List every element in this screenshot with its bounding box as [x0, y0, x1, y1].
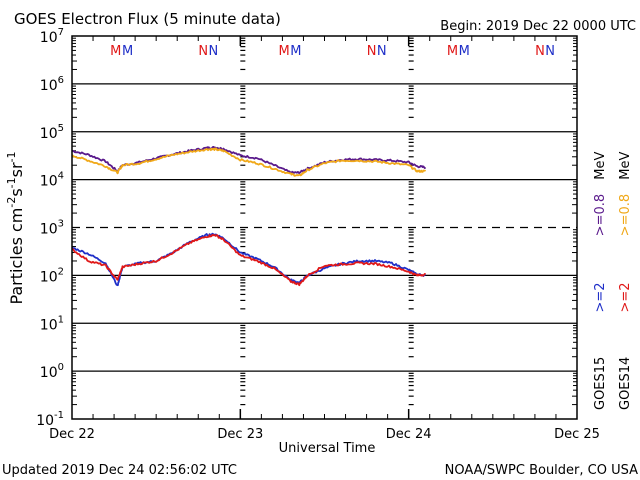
y-tick-base: 10	[40, 78, 58, 94]
y-tick-base: 10	[40, 126, 58, 142]
legend-goes14: GOES14 >=2 >=0.8 MeV	[618, 152, 633, 410]
y-tick-exp: 0	[58, 362, 64, 373]
series-line-goes14_ge08	[71, 147, 427, 177]
legend-goes15-sat: GOES15	[593, 357, 608, 410]
y-tick-exp: 1	[58, 314, 64, 325]
grid-lines	[72, 83, 577, 372]
y-label-sr: sr	[7, 162, 26, 177]
y-tick-label: 100	[40, 362, 64, 381]
satellite-marker: N	[377, 44, 387, 59]
y-tick-base: 10	[40, 30, 58, 46]
y-axis-label-text: Particles cm-2s-1sr-1	[5, 151, 26, 304]
plot-frame	[71, 35, 578, 420]
y-label-exp2: -1	[5, 177, 18, 188]
x-tick-label: Dec 24	[386, 427, 432, 442]
series-line-goes15_ge2	[71, 232, 427, 287]
satellite-marker: N	[198, 44, 208, 59]
y-tick-label: 104	[40, 171, 64, 190]
y-axis-label: Particles cm-2s-1sr-1	[5, 151, 26, 304]
x-tick-label: Dec 25	[554, 427, 600, 442]
legend-goes15-ge2: >=2	[593, 282, 608, 312]
y-tick-base: 10	[40, 317, 58, 333]
y-tick-base: 10	[36, 413, 54, 429]
y-tick-base: 10	[40, 269, 58, 285]
y-tick-exp: 5	[58, 123, 64, 134]
satellite-marker: N	[535, 44, 545, 59]
begin-time: Begin: 2019 Dec 22 0000 UTC	[440, 19, 636, 34]
chart-title: GOES Electron Flux (5 minute data)	[14, 10, 281, 28]
y-tick-base: 10	[40, 174, 58, 190]
updated-time: Updated 2019 Dec 24 02:56:02 UTC	[2, 463, 237, 478]
satellite-marker: M	[447, 44, 458, 59]
legend-goes15-row: GOES15 >=2 >=0.8 MeV	[593, 152, 608, 410]
legend-goes14-row: GOES14 >=2 >=0.8 MeV	[618, 152, 633, 410]
satellite-marker: M	[278, 44, 289, 59]
satellite-marker: N	[545, 44, 555, 59]
y-tick-base: 10	[40, 222, 58, 238]
satellite-marker: M	[110, 44, 121, 59]
y-tick-exp: 4	[58, 171, 64, 182]
y-tick-exp: -1	[54, 410, 64, 421]
legend-goes15-ge08: >=0.8	[593, 194, 608, 236]
y-tick-exp: 3	[58, 219, 64, 230]
x-tick-label: Dec 23	[217, 427, 263, 442]
satellite-marker: N	[367, 44, 377, 59]
credit: NOAA/SWPC Boulder, CO USA	[445, 463, 638, 478]
legend-goes15-unit: MeV	[593, 152, 608, 180]
y-tick-exp: 7	[58, 27, 64, 38]
series-line-goes14_ge2	[71, 233, 427, 287]
legend-goes14-sat: GOES14	[618, 357, 633, 410]
y-tick-exp: 2	[58, 266, 64, 277]
y-tick-label: 102	[40, 266, 64, 285]
x-tick-labels: Dec 22 Dec 23 Dec 24 Dec 25	[49, 427, 600, 442]
y-label-exp3: -1	[5, 151, 18, 162]
x-axis-label: Universal Time	[279, 441, 376, 456]
y-tick-label: 10-1	[36, 410, 64, 429]
legend-goes14-ge08: >=0.8	[618, 194, 633, 236]
y-tick-label: 103	[40, 219, 64, 238]
series-line-goes15_ge08	[71, 145, 427, 175]
y-label-s: s	[7, 188, 26, 196]
legend-goes14-ge2: >=2	[618, 282, 633, 312]
legend-goes14-unit: MeV	[618, 152, 633, 180]
y-tick-label: 101	[40, 314, 64, 333]
y-label-exp1: -2	[5, 197, 18, 208]
legend-goes15: GOES15 >=2 >=0.8 MeV	[593, 152, 608, 410]
satellite-marker: M	[122, 44, 133, 59]
y-label-particles: Particles cm	[7, 208, 26, 305]
y-tick-base: 10	[40, 365, 58, 381]
y-tick-label: 106	[40, 75, 64, 94]
y-tick-label: 107	[40, 27, 64, 46]
y-tick-label: 105	[40, 123, 64, 142]
data-series	[71, 145, 427, 287]
satellite-marker: N	[209, 44, 219, 59]
satellite-marker: M	[290, 44, 301, 59]
satellite-marker: M	[459, 44, 470, 59]
y-tick-exp: 6	[58, 75, 64, 86]
x-tick-label: Dec 22	[49, 427, 95, 442]
